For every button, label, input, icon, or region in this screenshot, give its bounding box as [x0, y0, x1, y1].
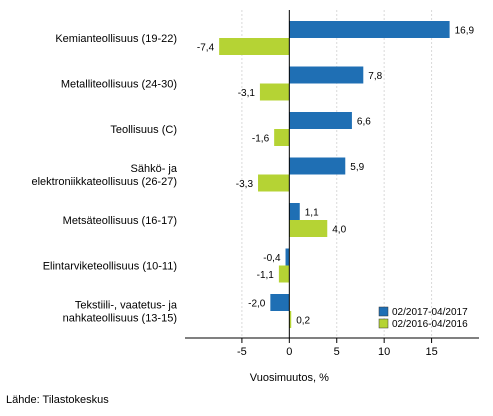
data-label: -1,1 — [257, 270, 275, 281]
data-label: 1,1 — [305, 208, 319, 219]
bar — [289, 21, 450, 38]
category-label-line: Metalliteollisuus (24-30) — [61, 79, 177, 91]
x-axis-ticks: -5 0 5 10 15 — [185, 337, 479, 358]
source-note: Lähde: Tilastokeskus — [6, 394, 109, 406]
bar — [270, 294, 290, 311]
bar — [289, 203, 300, 220]
bar — [285, 248, 290, 266]
data-label: -2,0 — [248, 299, 266, 310]
category-label-line: Teollisuus (C) — [110, 124, 177, 136]
data-label: -3,1 — [238, 88, 256, 99]
data-label: -3,3 — [236, 179, 254, 190]
x-tick-label: 10 — [378, 346, 390, 358]
value-labels: 16,9 -7,4 7,8 -3,1 6,6 -1,6 5,9 -3,3 1,1 4,0 -0,4 -… — [197, 26, 475, 327]
bar — [289, 157, 346, 175]
bar — [289, 311, 292, 328]
bar — [258, 174, 290, 192]
category-label-line: Elintarviketeollisuus (10-11) — [43, 261, 177, 273]
category-label-line: Metsäteollisuus (16-17) — [63, 215, 177, 227]
legend-label: 02/2017-04/2017 — [392, 307, 468, 318]
bar — [289, 112, 352, 129]
data-label: 6,6 — [357, 117, 371, 128]
category-label: Metsäteollisuus (16-17) — [63, 215, 177, 227]
category-labels: Kemianteollisuus (19-22) Metalliteollisuu… — [31, 33, 177, 325]
category-label: Metalliteollisuus (24-30) — [61, 79, 177, 91]
bars — [219, 21, 450, 328]
category-label-line: Sähkö- ja — [131, 163, 178, 175]
legend-swatch — [378, 318, 389, 329]
bar — [289, 66, 364, 84]
bar — [278, 265, 290, 283]
category-label: Tekstiili-, vaatetus- ja nahkateollisuus … — [63, 300, 178, 325]
data-label: 5,9 — [350, 162, 364, 173]
data-label: 16,9 — [455, 26, 475, 37]
data-label: 0,2 — [296, 316, 310, 327]
x-tick-label: 5 — [334, 346, 340, 358]
x-tick-label: 0 — [286, 346, 292, 358]
bar — [289, 220, 328, 237]
category-label-line: Kemianteollisuus (19-22) — [55, 33, 177, 45]
category-label: Elintarviketeollisuus (10-11) — [43, 261, 177, 273]
x-tick-label: 15 — [425, 346, 437, 358]
data-label: -0,4 — [263, 253, 281, 264]
category-label: Sähkö- ja elektroniikkateollisuus (26-27) — [31, 163, 177, 188]
bar — [274, 129, 290, 146]
x-axis-title: Vuosimuutos, % — [250, 372, 329, 384]
legend-label: 02/2016-04/2016 — [392, 319, 468, 330]
legend-swatch — [378, 306, 389, 317]
category-label: Teollisuus (C) — [110, 124, 177, 136]
bar — [259, 83, 290, 101]
category-label-line: elektroniikkateollisuus (26-27) — [31, 176, 177, 188]
category-label-line: Tekstiili-, vaatetus- ja — [75, 300, 178, 312]
data-label: 4,0 — [332, 225, 346, 236]
category-label: Kemianteollisuus (19-22) — [55, 33, 177, 45]
bar — [219, 38, 290, 55]
data-label: -7,4 — [197, 43, 215, 54]
data-label: -1,6 — [252, 134, 270, 145]
x-tick-label: -5 — [237, 346, 247, 358]
data-label: 7,8 — [368, 71, 382, 82]
category-label-line: nahkateollisuus (13-15) — [63, 313, 177, 325]
